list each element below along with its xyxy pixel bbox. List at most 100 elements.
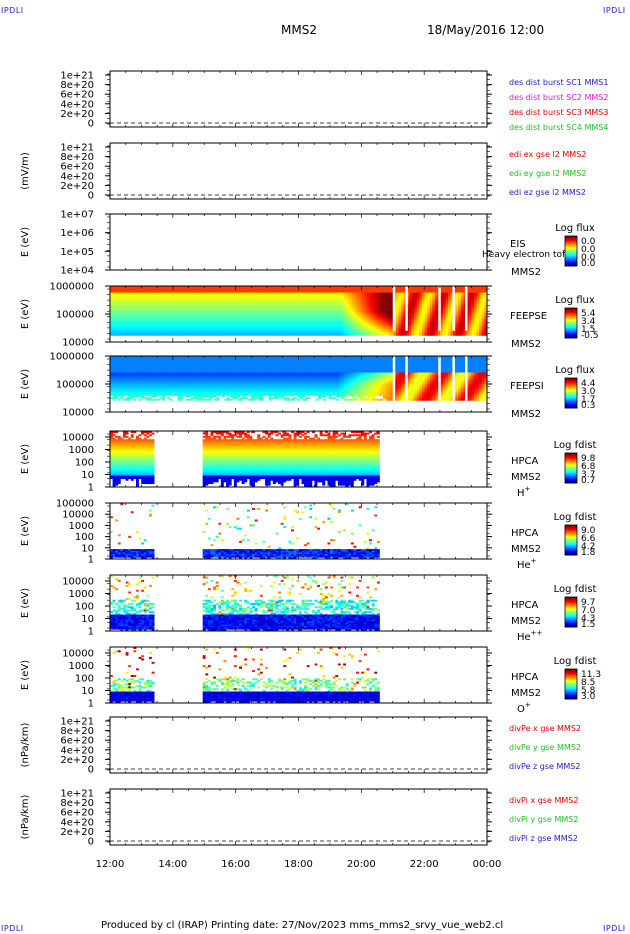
panel-4-cell xyxy=(312,318,316,321)
panel-4-cell xyxy=(138,322,142,325)
panel-4-cell xyxy=(289,294,293,297)
panel-4-cell xyxy=(307,305,311,308)
panel-4-cell xyxy=(232,328,236,331)
panel-4-cell xyxy=(370,307,373,310)
panel-5-cell xyxy=(117,384,121,386)
panel-4-cell xyxy=(247,299,251,302)
panel-4-cell xyxy=(328,295,332,298)
panel-4-cell xyxy=(359,323,363,326)
panel-4-cell xyxy=(396,328,399,331)
panel-4-cell xyxy=(310,302,314,305)
panel-4-cell xyxy=(253,315,256,318)
panel-4-cell xyxy=(258,332,262,335)
panel-4-cell xyxy=(190,314,194,316)
panel-4-cell xyxy=(263,320,267,323)
panel-4-cell xyxy=(419,297,423,300)
panel-4-cell xyxy=(370,304,373,307)
panel-4-cell xyxy=(364,309,368,312)
panel-4-cell xyxy=(219,332,223,335)
panel-4-cell xyxy=(396,317,399,320)
panel-4-cell xyxy=(128,302,132,305)
panel-4-cell xyxy=(396,312,399,315)
panel-4-cell xyxy=(305,305,308,308)
panel-4-cell xyxy=(328,292,332,295)
panel-4-cell xyxy=(385,286,389,288)
panel-4-cell xyxy=(133,304,137,307)
panel-4-cell xyxy=(266,299,269,302)
panel-4-cell xyxy=(112,314,116,316)
panel-4-cell xyxy=(416,295,420,298)
panel-4-cell xyxy=(188,290,191,293)
panel-4-cell xyxy=(393,333,397,336)
panel-4-cell xyxy=(190,294,194,297)
panel-4-cell xyxy=(177,286,181,288)
panel-4-cell xyxy=(221,299,225,302)
panel-4-cell xyxy=(162,307,165,310)
panel-4-cell xyxy=(325,312,329,315)
panel-4-cell xyxy=(351,320,355,323)
panel-4-cell xyxy=(484,323,488,326)
panel-4-cell xyxy=(120,299,124,302)
panel-4-cell xyxy=(383,287,386,290)
panel-4-cell xyxy=(362,322,366,325)
panel-4-cell xyxy=(286,325,290,328)
panel-4-cell xyxy=(331,333,334,336)
panel-4-cell xyxy=(450,300,454,303)
panel-4-cell xyxy=(409,297,412,300)
panel-4-cell xyxy=(219,302,223,305)
panel-4-cell xyxy=(479,289,483,292)
panel-4-cell xyxy=(136,310,139,313)
panel-4-cell xyxy=(411,314,415,316)
panel-4-cell xyxy=(279,328,282,331)
panel-4-cell xyxy=(143,327,147,330)
panel-4-cell xyxy=(370,330,373,333)
panel-4-cell xyxy=(162,310,165,313)
panel-4-cell xyxy=(349,327,353,330)
panel-4-cell xyxy=(143,328,147,331)
panel-4-cell xyxy=(268,302,272,305)
panel-5-cell xyxy=(112,367,116,370)
panel-4-cell xyxy=(377,315,381,318)
panel-4-cell xyxy=(232,314,236,316)
panel-5-cell xyxy=(123,374,126,377)
panel-4-cell xyxy=(162,300,165,303)
panel-4-cell xyxy=(123,299,126,302)
panel-4-cell xyxy=(411,333,415,336)
panel-4-cell xyxy=(224,290,228,293)
panel-4-cell xyxy=(255,333,259,336)
panel-4-cell xyxy=(247,332,251,335)
panel-4-cell xyxy=(312,314,316,316)
panel-4-cell xyxy=(175,322,178,325)
panel-4-cell xyxy=(481,323,485,326)
panel-4-cell xyxy=(468,323,472,326)
panel-4-cell xyxy=(211,314,215,316)
panel-4-cell xyxy=(370,333,373,336)
panel-4-cell xyxy=(416,333,420,336)
panel-4-cell xyxy=(409,302,412,305)
panel-4-cell xyxy=(263,325,267,328)
panel-4-cell xyxy=(229,295,233,298)
panel-4-cell xyxy=(146,294,150,297)
panel-4-cell xyxy=(357,305,360,308)
panel-4-cell xyxy=(164,314,168,316)
panel-4-cell xyxy=(390,312,394,315)
panel-5-cell xyxy=(123,377,126,380)
panel-4-cell xyxy=(193,286,197,288)
panel-4-cell xyxy=(227,307,230,310)
panel-4-cell xyxy=(312,294,316,297)
panel-4-cell xyxy=(177,320,181,323)
panel-5-cell xyxy=(112,385,116,388)
panel-4-cell xyxy=(156,305,160,308)
panel-5-cell xyxy=(115,385,119,388)
panel-4-cell xyxy=(359,322,363,325)
panel-4-cell xyxy=(201,323,204,326)
panel-4-cell xyxy=(151,320,155,323)
panel-4-cell xyxy=(320,307,324,310)
panel-4-cell xyxy=(297,300,301,303)
panel-4-cell xyxy=(146,327,150,330)
panel-4-cell xyxy=(362,312,366,315)
panel-4-cell xyxy=(154,304,158,307)
panel-4-cell xyxy=(385,327,389,330)
panel-5-cell xyxy=(110,356,113,358)
panel-4-cell xyxy=(201,332,204,335)
